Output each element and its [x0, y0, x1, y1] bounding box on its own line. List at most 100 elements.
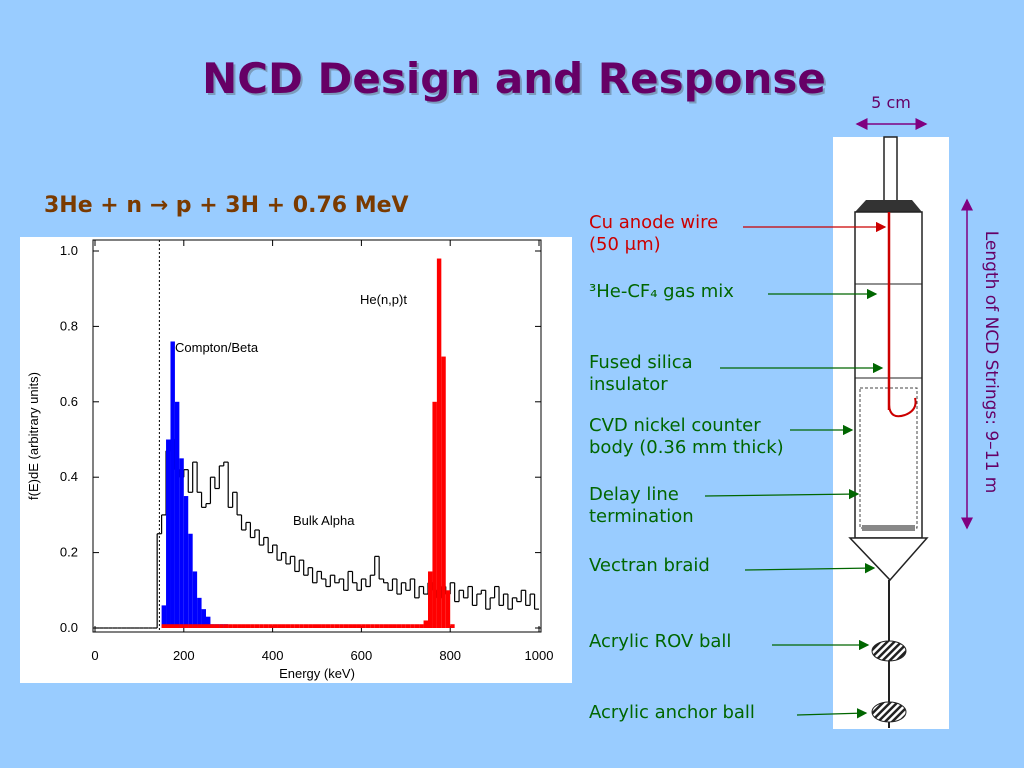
histogram-bar	[210, 624, 215, 628]
histogram-bar	[445, 590, 451, 628]
histogram-bar	[321, 624, 326, 628]
histogram-bar	[179, 458, 184, 628]
histogram-bar	[232, 624, 238, 628]
histogram-bar	[277, 624, 282, 628]
component-label: Vectran braid	[589, 555, 710, 576]
histogram-bar	[441, 356, 446, 628]
histogram-bar	[370, 624, 375, 628]
y-tick-label: 0.4	[60, 469, 78, 484]
component-label: CVD nickel counter	[589, 415, 761, 436]
histogram-bar	[272, 624, 278, 628]
x-tick-label: 200	[173, 648, 195, 663]
component-label: (50 μm)	[589, 234, 661, 255]
drawing-panel	[833, 137, 949, 729]
y-tick-label: 0.2	[60, 545, 78, 560]
chart: 0.0 0.2 0.4 0.6 0.8 1.0 0 200 400 600 800 1000 Energ…	[26, 239, 554, 681]
histogram-bar	[254, 624, 260, 628]
histogram-bar	[436, 258, 442, 628]
histogram-bar	[214, 624, 220, 628]
histogram-bar	[206, 624, 211, 628]
plot-frame	[92, 239, 542, 633]
histogram-bar	[343, 624, 349, 628]
series-label: Bulk Alpha	[293, 513, 355, 528]
component-label: ³He-CF₄ gas mix	[589, 281, 734, 302]
width-label: 5 cm	[871, 93, 911, 112]
histogram-bar	[188, 533, 193, 628]
histogram-bar	[166, 439, 171, 628]
x-tick-label: 600	[351, 648, 373, 663]
title: NCD Design and Response	[202, 54, 826, 103]
histogram-bar	[388, 624, 393, 628]
histogram-bar	[206, 616, 211, 628]
histogram-bar	[201, 624, 206, 628]
histogram-bar	[392, 624, 397, 628]
histogram-bar	[201, 609, 206, 628]
histogram-bar	[183, 496, 189, 628]
histogram-bar	[250, 624, 255, 628]
histogram-bar	[303, 624, 309, 628]
histogram-bar	[419, 624, 424, 628]
x-tick-label: 0	[91, 648, 98, 663]
histogram-bar	[166, 624, 171, 628]
histogram-bar	[174, 624, 180, 628]
histogram-bar	[450, 624, 455, 628]
y-tick-label: 0.0	[60, 620, 78, 635]
component-label: Delay line	[589, 484, 679, 505]
histogram-bar	[183, 624, 189, 628]
histogram-bar	[396, 624, 402, 628]
chart-panel	[20, 237, 572, 683]
detector-drawing	[833, 136, 949, 729]
histogram-bar	[401, 624, 406, 628]
histogram-bar	[317, 624, 322, 628]
histogram-bar	[423, 620, 428, 628]
histogram-bar	[179, 624, 184, 628]
histogram-bar	[348, 624, 353, 628]
histogram-bar	[219, 624, 224, 628]
component-labels: Cu anode wire(50 μm) ³He-CF₄ gas mix Fused…	[589, 212, 887, 723]
component-label: insulator	[589, 374, 668, 395]
histogram-bar	[290, 624, 295, 628]
histogram-bar	[197, 624, 202, 628]
top-cap	[855, 200, 922, 212]
pointer-arrow	[796, 708, 868, 719]
histogram-bar	[223, 624, 229, 628]
histogram-bar	[365, 624, 371, 628]
histogram-bar	[241, 624, 246, 628]
component-label: Acrylic anchor ball	[589, 702, 755, 723]
histogram-bar	[383, 624, 389, 628]
histogram-bar	[188, 624, 193, 628]
equation: 3He + n → p + 3H + 0.76 MeV	[44, 193, 409, 218]
length-label: Length of NCD Strings: 9–11 m	[981, 231, 1001, 494]
histogram-bar	[263, 624, 269, 628]
rov-ball	[871, 640, 907, 662]
x-axis-label: Energy (keV)	[279, 666, 355, 681]
component-label: body (0.36 mm thick)	[589, 437, 784, 458]
histogram-bar	[414, 624, 420, 628]
histogram-bar	[228, 624, 233, 628]
y-tick-label: 0.6	[60, 394, 78, 409]
histogram-bar	[428, 571, 433, 628]
x-tick-label: 400	[262, 648, 284, 663]
series-label: He(n,p)t	[360, 292, 407, 307]
x-tick-label: 800	[439, 648, 461, 663]
histogram-bar	[161, 605, 167, 628]
component-label: termination	[589, 506, 694, 527]
component-label: Acrylic ROV ball	[589, 631, 731, 652]
y-axis-label: f(E)dE (arbitrary units)	[26, 372, 41, 500]
histogram-bar	[374, 624, 380, 628]
histogram-bar	[352, 624, 357, 628]
histogram-bar	[268, 624, 273, 628]
pointer-arrow	[744, 562, 876, 574]
x-tick-label: 1000	[525, 648, 554, 663]
histogram-bar	[308, 624, 313, 628]
cone	[848, 537, 929, 582]
y-tick-label: 0.8	[60, 318, 78, 333]
histogram-bar	[245, 624, 251, 628]
component-label: Cu anode wire	[589, 212, 718, 233]
histogram-bar	[325, 624, 331, 628]
histogram-bar	[170, 341, 175, 628]
histogram-bar	[192, 624, 198, 628]
pointer-arrow	[704, 488, 860, 500]
